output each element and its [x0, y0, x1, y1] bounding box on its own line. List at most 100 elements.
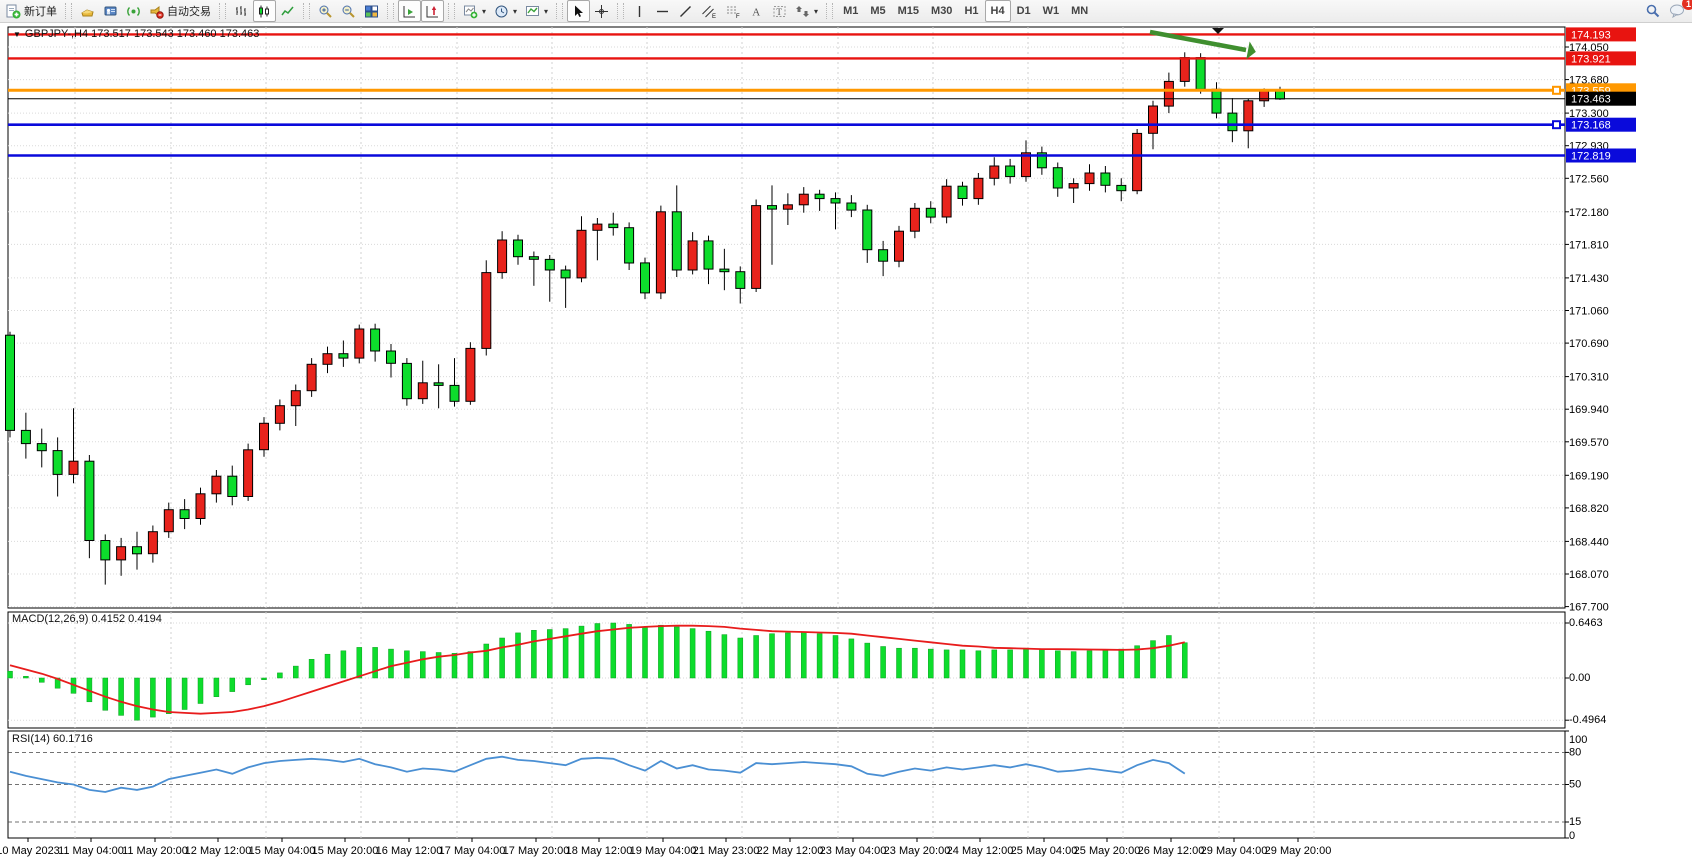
chevron-down-icon: ▾ — [482, 6, 487, 16]
rsi-indicator-label: RSI(14) 60.1716 — [12, 733, 93, 745]
navigator-button[interactable] — [99, 0, 122, 22]
search-button[interactable] — [1641, 0, 1665, 22]
timeframe-h4-button[interactable]: H4 — [984, 0, 1011, 22]
periods-icon — [495, 5, 508, 17]
autotrading-button[interactable]: 自动交易 — [145, 0, 215, 22]
chart-marker-triangle — [1212, 28, 1224, 34]
svg-text:23 May 20:00: 23 May 20:00 — [884, 845, 951, 857]
fibonacci-icon: F — [727, 6, 740, 19]
toolbar-grip — [219, 3, 226, 19]
templates-icon — [526, 5, 540, 16]
price-axis: 174.050173.680173.300172.930172.560172.1… — [1565, 27, 1636, 614]
svg-text:173.463: 173.463 — [1571, 94, 1611, 106]
timeframe-m15-button[interactable]: M15 — [897, 5, 920, 17]
crosshair-icon — [595, 4, 609, 18]
symbol-title-text: GBPJPY-,H4 173.517 173.543 173.460 173.4… — [24, 28, 260, 40]
toolbar-group-scroll — [396, 0, 446, 22]
toolbar-group-drawings: E F A T ▾ — [626, 0, 824, 22]
svg-text:17 May 04:00: 17 May 04:00 — [439, 845, 506, 857]
toolbar-group-charttype — [228, 0, 301, 22]
new-order-button[interactable]: 新订单 — [2, 0, 61, 22]
bar-chart-button[interactable] — [230, 0, 253, 22]
navigator-icon — [104, 6, 117, 15]
svg-text:26 May 12:00: 26 May 12:00 — [1138, 845, 1205, 857]
macd-indicator-label: MACD(12,26,9) 0.4152 0.4194 — [12, 613, 162, 625]
autotrading-icon — [150, 5, 164, 19]
search-icon — [1646, 4, 1660, 18]
line-chart-button[interactable] — [276, 0, 299, 22]
vertical-line-button[interactable] — [628, 0, 651, 22]
text-button[interactable]: A — [745, 0, 768, 22]
bar-chart-icon — [236, 5, 246, 16]
svg-text:171.810: 171.810 — [1569, 239, 1609, 251]
svg-text:T: T — [776, 7, 782, 17]
svg-text:172.180: 172.180 — [1569, 207, 1609, 219]
horizontal-line-icon — [657, 10, 669, 12]
svg-text:172.819: 172.819 — [1571, 151, 1611, 163]
candlestick-chart-button[interactable] — [253, 0, 276, 22]
signals-button[interactable] — [122, 0, 145, 22]
trendline-icon — [680, 5, 692, 17]
crosshair-button[interactable] — [590, 0, 613, 22]
timeframe-m30-button[interactable]: M30 — [931, 5, 953, 17]
text-label-button[interactable]: T — [768, 0, 791, 22]
charts-button[interactable] — [76, 0, 99, 22]
toolbar-grip — [65, 3, 72, 19]
svg-text:F: F — [736, 14, 740, 19]
timeframe-m1-button[interactable]: M1 — [843, 5, 859, 17]
trend-arrow-object[interactable] — [1149, 29, 1256, 60]
timeframe-d1-button[interactable]: D1 — [1016, 5, 1031, 17]
templates-button[interactable]: ▾ — [521, 0, 552, 22]
chevron-down-icon: ▾ — [513, 6, 518, 16]
svg-text:16 May 12:00: 16 May 12:00 — [376, 845, 443, 857]
symbol-dropdown-icon: ▼ — [13, 30, 21, 39]
svg-text:169.190: 169.190 — [1569, 470, 1609, 482]
svg-text:0.00: 0.00 — [1569, 672, 1590, 684]
svg-text:167.700: 167.700 — [1569, 602, 1609, 614]
svg-text:11 May 04:00: 11 May 04:00 — [58, 845, 124, 857]
auto-scroll-button[interactable] — [398, 0, 421, 22]
svg-text:12 May 12:00: 12 May 12:00 — [185, 845, 252, 857]
svg-text:15: 15 — [1569, 816, 1581, 828]
fibonacci-button[interactable]: F — [721, 0, 745, 22]
toolbar-group-objects: ▾ ▾ ▾ — [457, 0, 554, 22]
trendline-button[interactable] — [674, 0, 697, 22]
candlestick-chart-icon — [259, 5, 269, 17]
zoom-in-button[interactable] — [314, 0, 337, 22]
svg-text:A: A — [752, 6, 760, 18]
svg-text:100: 100 — [1569, 734, 1587, 746]
timeframe-mn-button[interactable]: MN — [1071, 5, 1089, 17]
svg-text:15 May 20:00: 15 May 20:00 — [312, 845, 379, 857]
svg-text:173.168: 173.168 — [1571, 120, 1611, 132]
toolbar-group-order: 新订单 — [0, 0, 63, 22]
periods-button[interactable]: ▾ — [490, 0, 521, 22]
indicators-button[interactable]: ▾ — [459, 0, 490, 22]
horizontal-line-button[interactable] — [651, 0, 674, 22]
text-icon: A — [752, 6, 760, 18]
svg-text:18 May 12:00: 18 May 12:00 — [566, 845, 633, 857]
symbol-title[interactable]: ▼ GBPJPY-,H4 173.517 173.543 173.460 173.… — [13, 28, 259, 40]
cursor-button[interactable] — [567, 0, 591, 22]
svg-text:169.940: 169.940 — [1569, 404, 1609, 416]
timeframe-m5-button[interactable]: M5 — [870, 5, 886, 17]
arrows-button[interactable]: ▾ — [791, 0, 822, 22]
toolbar-group-panels: 自动交易 — [74, 0, 217, 22]
chart-shift-button[interactable] — [421, 0, 444, 22]
svg-text:173.300: 173.300 — [1569, 108, 1609, 120]
notifications-button[interactable]: 1 — [1665, 0, 1692, 22]
zoom-out-button[interactable] — [337, 0, 360, 22]
new-order-icon — [6, 4, 21, 18]
svg-text:172.560: 172.560 — [1569, 173, 1609, 185]
tile-windows-button[interactable] — [360, 0, 383, 22]
svg-text:-0.4964: -0.4964 — [1569, 714, 1606, 726]
channel-button[interactable]: E — [697, 0, 721, 22]
timeframe-h1-button[interactable]: H1 — [964, 5, 979, 17]
svg-text:171.430: 171.430 — [1569, 273, 1609, 285]
toolbar-group-zoom — [312, 0, 385, 22]
svg-text:171.060: 171.060 — [1569, 306, 1609, 318]
svg-text:168.070: 168.070 — [1569, 569, 1609, 581]
timeframe-w1-button[interactable]: W1 — [1042, 5, 1060, 17]
